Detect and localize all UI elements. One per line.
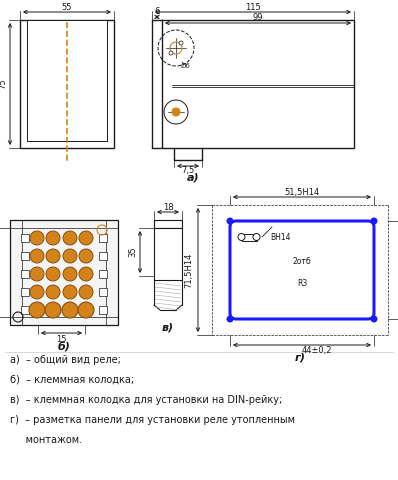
Circle shape — [179, 41, 183, 45]
Circle shape — [46, 267, 60, 281]
Bar — [21, 234, 29, 242]
Bar — [242, 233, 256, 240]
Circle shape — [226, 315, 234, 323]
Circle shape — [371, 217, 377, 225]
Text: г): г) — [295, 352, 306, 362]
Circle shape — [79, 267, 93, 281]
Text: 44±0,2: 44±0,2 — [302, 347, 332, 356]
Bar — [99, 252, 107, 260]
Bar — [21, 288, 29, 296]
Text: 75: 75 — [0, 79, 8, 89]
Circle shape — [78, 302, 94, 318]
Circle shape — [30, 231, 44, 245]
Bar — [99, 270, 107, 278]
Text: 6: 6 — [154, 8, 160, 16]
Text: б)  – клеммная колодка;: б) – клеммная колодка; — [10, 375, 134, 385]
Bar — [99, 234, 107, 242]
Circle shape — [226, 217, 234, 225]
Circle shape — [30, 285, 44, 299]
Circle shape — [63, 267, 77, 281]
Text: 99: 99 — [253, 13, 263, 23]
Bar — [21, 252, 29, 260]
Bar — [27, 20, 107, 141]
Text: 2отб: 2отб — [293, 257, 311, 266]
Bar — [10, 220, 118, 325]
Circle shape — [63, 285, 77, 299]
Text: б): б) — [58, 342, 70, 352]
Text: 15: 15 — [56, 335, 67, 344]
Circle shape — [79, 231, 93, 245]
Circle shape — [29, 302, 45, 318]
Circle shape — [30, 267, 44, 281]
Text: R3: R3 — [297, 279, 307, 288]
Text: 35: 35 — [129, 247, 137, 257]
Text: Ø6: Ø6 — [181, 63, 191, 69]
Bar — [99, 306, 107, 314]
Text: BH14: BH14 — [270, 232, 291, 241]
Text: монтажом.: монтажом. — [10, 435, 82, 445]
Text: 51,5H14: 51,5H14 — [285, 188, 320, 196]
Circle shape — [371, 315, 377, 323]
Circle shape — [46, 285, 60, 299]
Text: 71,5H14: 71,5H14 — [185, 252, 193, 288]
Text: в)  – клеммная колодка для установки на DIN-рейку;: в) – клеммная колодка для установки на D… — [10, 395, 282, 405]
Circle shape — [172, 108, 180, 116]
Circle shape — [30, 249, 44, 263]
Text: 115: 115 — [245, 2, 261, 12]
Circle shape — [79, 249, 93, 263]
Bar — [162, 20, 354, 148]
Text: в): в) — [162, 323, 174, 333]
Circle shape — [63, 231, 77, 245]
Circle shape — [238, 233, 245, 240]
Bar — [21, 306, 29, 314]
Bar — [21, 270, 29, 278]
Bar — [154, 228, 182, 280]
Text: 55: 55 — [62, 2, 72, 12]
Text: 18: 18 — [163, 203, 173, 212]
Text: а): а) — [187, 173, 199, 183]
Text: г)  – разметка панели для установки реле утопленным: г) – разметка панели для установки реле … — [10, 415, 295, 425]
Text: 7,5: 7,5 — [181, 167, 195, 176]
Circle shape — [253, 233, 260, 240]
Circle shape — [45, 302, 61, 318]
Bar — [20, 20, 114, 148]
Bar — [154, 220, 182, 228]
Circle shape — [46, 231, 60, 245]
Circle shape — [46, 249, 60, 263]
Bar — [99, 288, 107, 296]
Circle shape — [79, 285, 93, 299]
Text: а)  – общий вид реле;: а) – общий вид реле; — [10, 355, 121, 365]
Circle shape — [62, 302, 78, 318]
Circle shape — [169, 51, 173, 55]
Circle shape — [63, 249, 77, 263]
